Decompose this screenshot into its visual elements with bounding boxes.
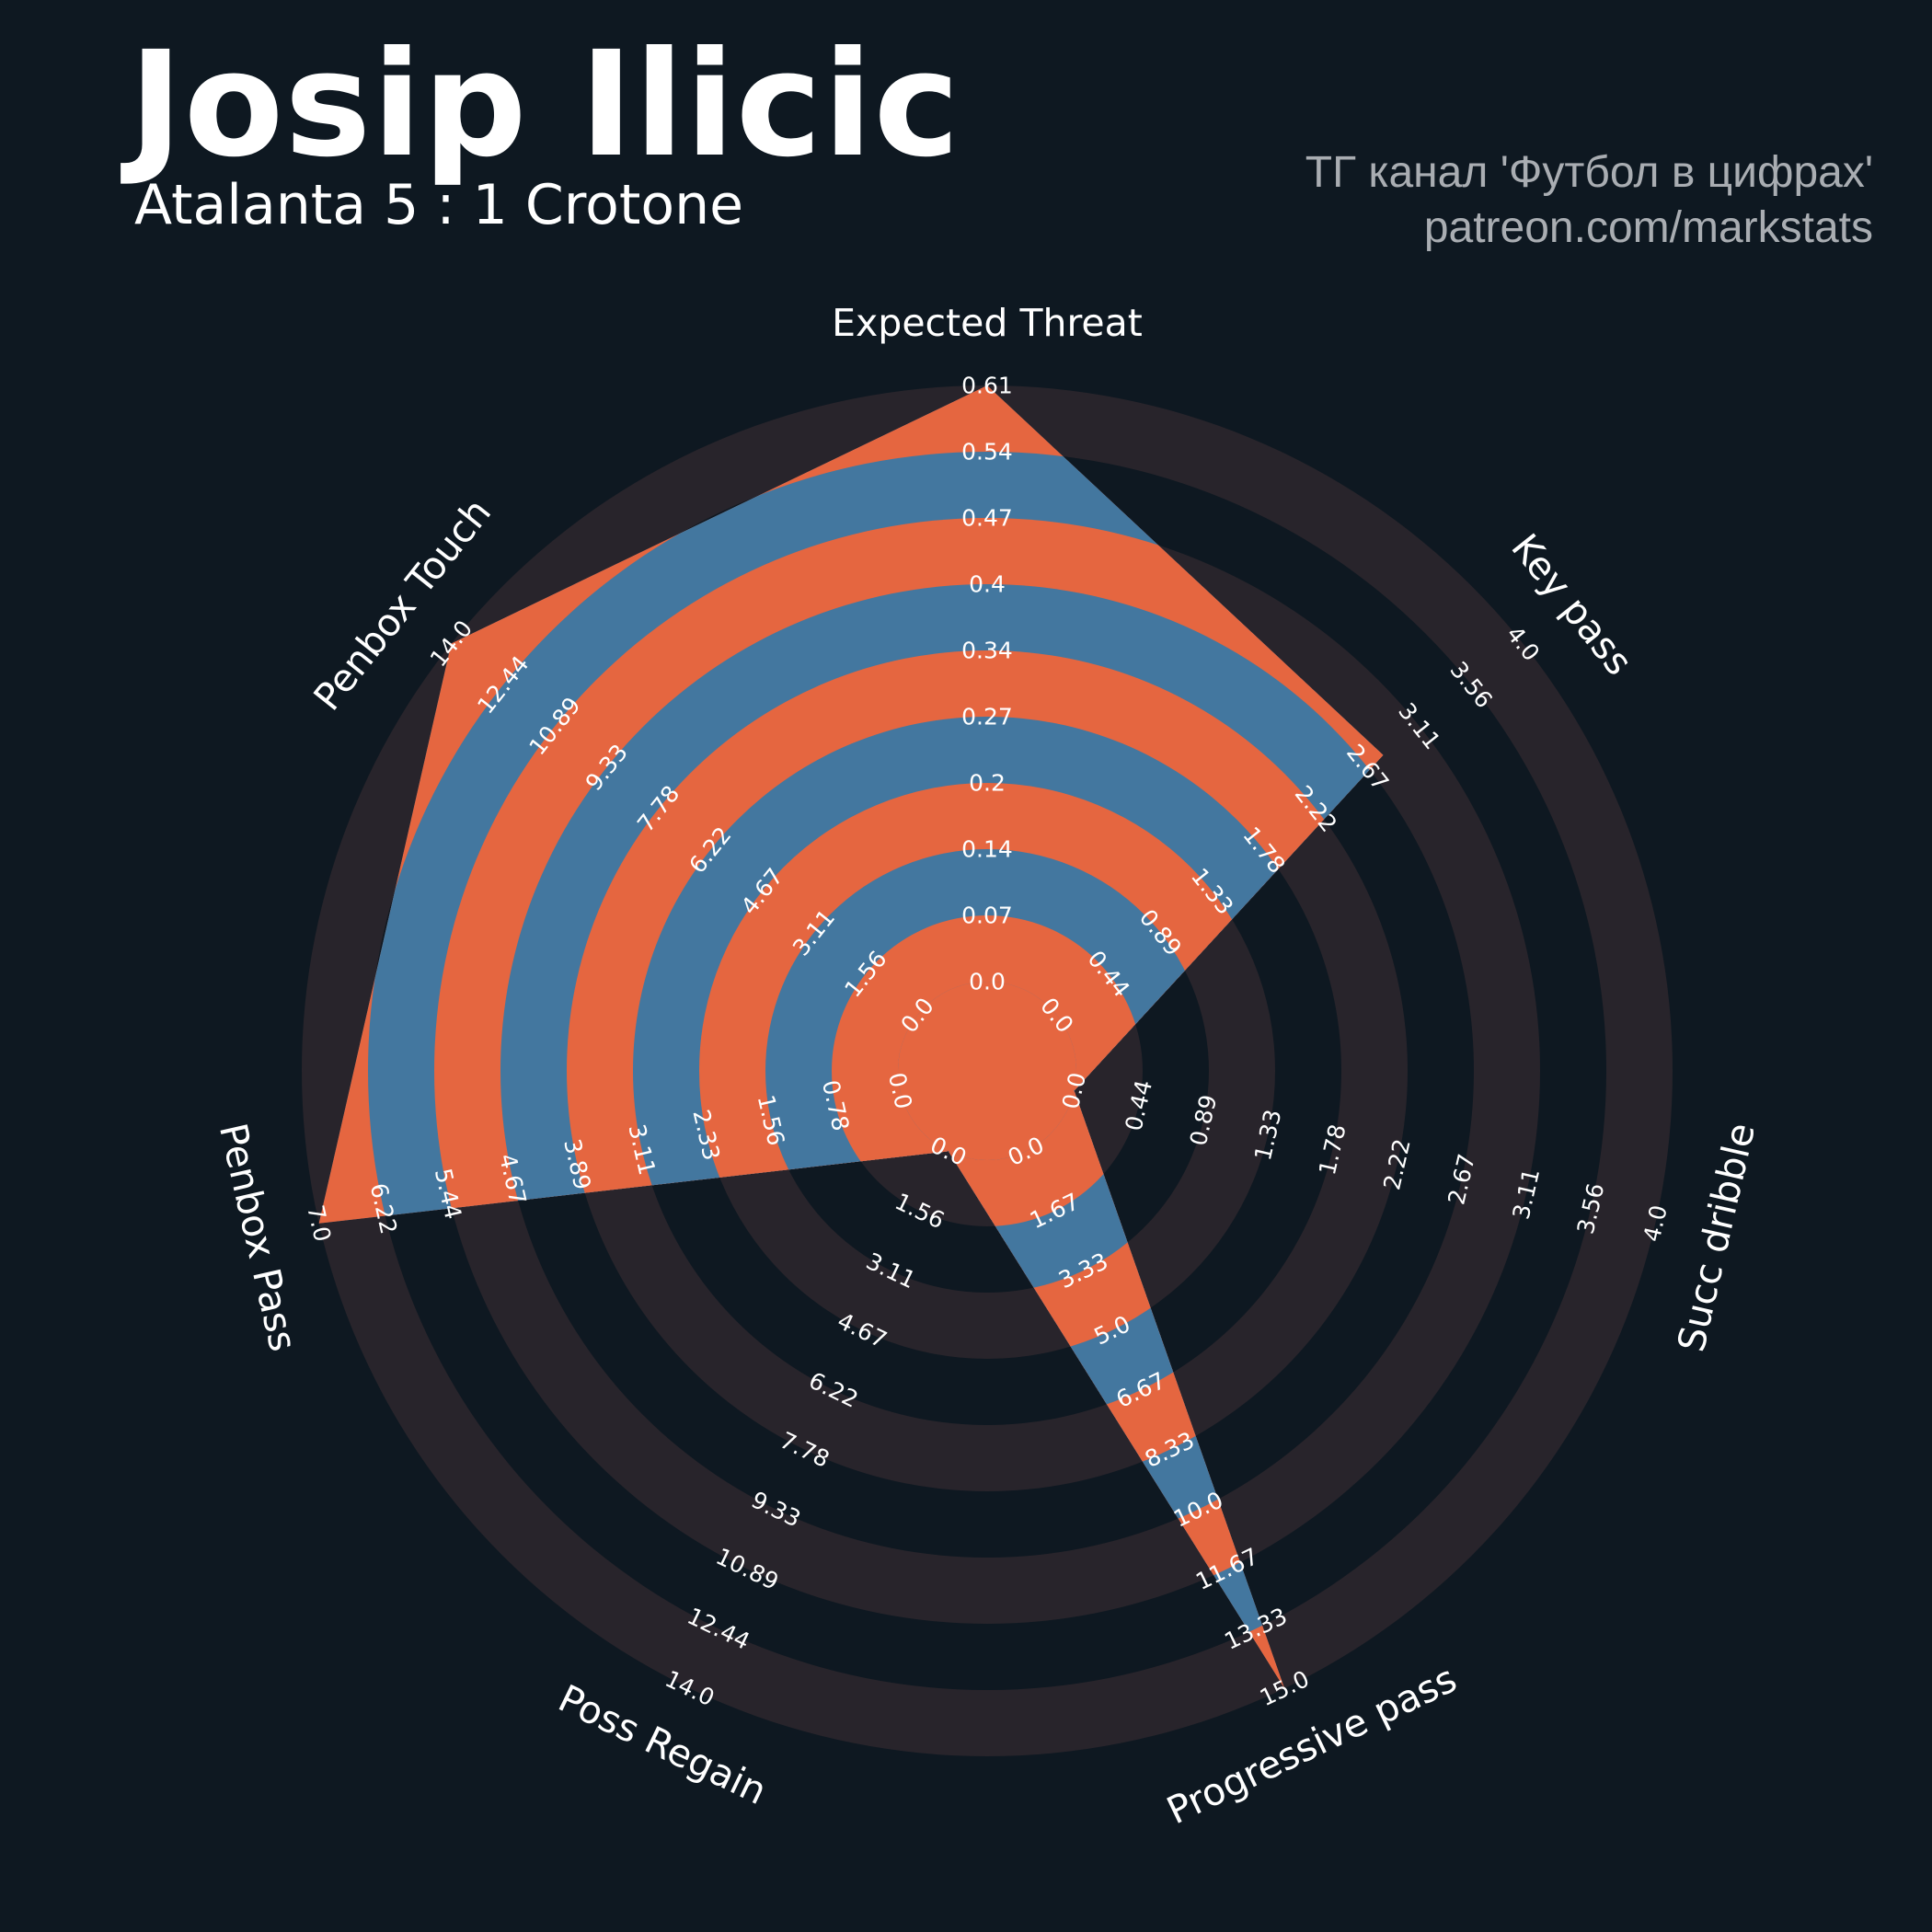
credit-patreon: patreon.com/markstats (1423, 203, 1873, 252)
tick-label: 0.47 (961, 505, 1013, 532)
credit-block: ТГ канал 'Футбол в цифрах' patreon.com/m… (1305, 145, 1873, 256)
axis-label-succ-dribble: Succ dribble (1669, 1119, 1764, 1355)
player-title: Josip Ilicic (129, 20, 961, 190)
tick-label: 0.34 (961, 638, 1013, 664)
tick-label: 0.27 (961, 704, 1013, 730)
match-subtitle: Atalanta 5 : 1 Crotone (134, 173, 744, 237)
credit-telegram: ТГ канал 'Футбол в цифрах' (1305, 148, 1873, 197)
tick-label: 0.07 (961, 903, 1013, 929)
tick-label: 0.14 (961, 836, 1013, 863)
tick-label: 0.54 (961, 439, 1013, 466)
tick-label: 0.4 (969, 571, 1006, 598)
data-point-expected-threat (986, 385, 988, 386)
data-point-key-pass (1382, 754, 1384, 756)
tick-label: 0.0 (969, 969, 1006, 995)
tick-label: 0.2 (969, 770, 1006, 797)
tick-label: 0.61 (961, 373, 1013, 399)
axis-label-penbox-pass: Penbox Pass (211, 1120, 305, 1356)
axis-label-expected-threat: Expected Threat (832, 301, 1143, 345)
center-disc (898, 982, 1076, 1160)
